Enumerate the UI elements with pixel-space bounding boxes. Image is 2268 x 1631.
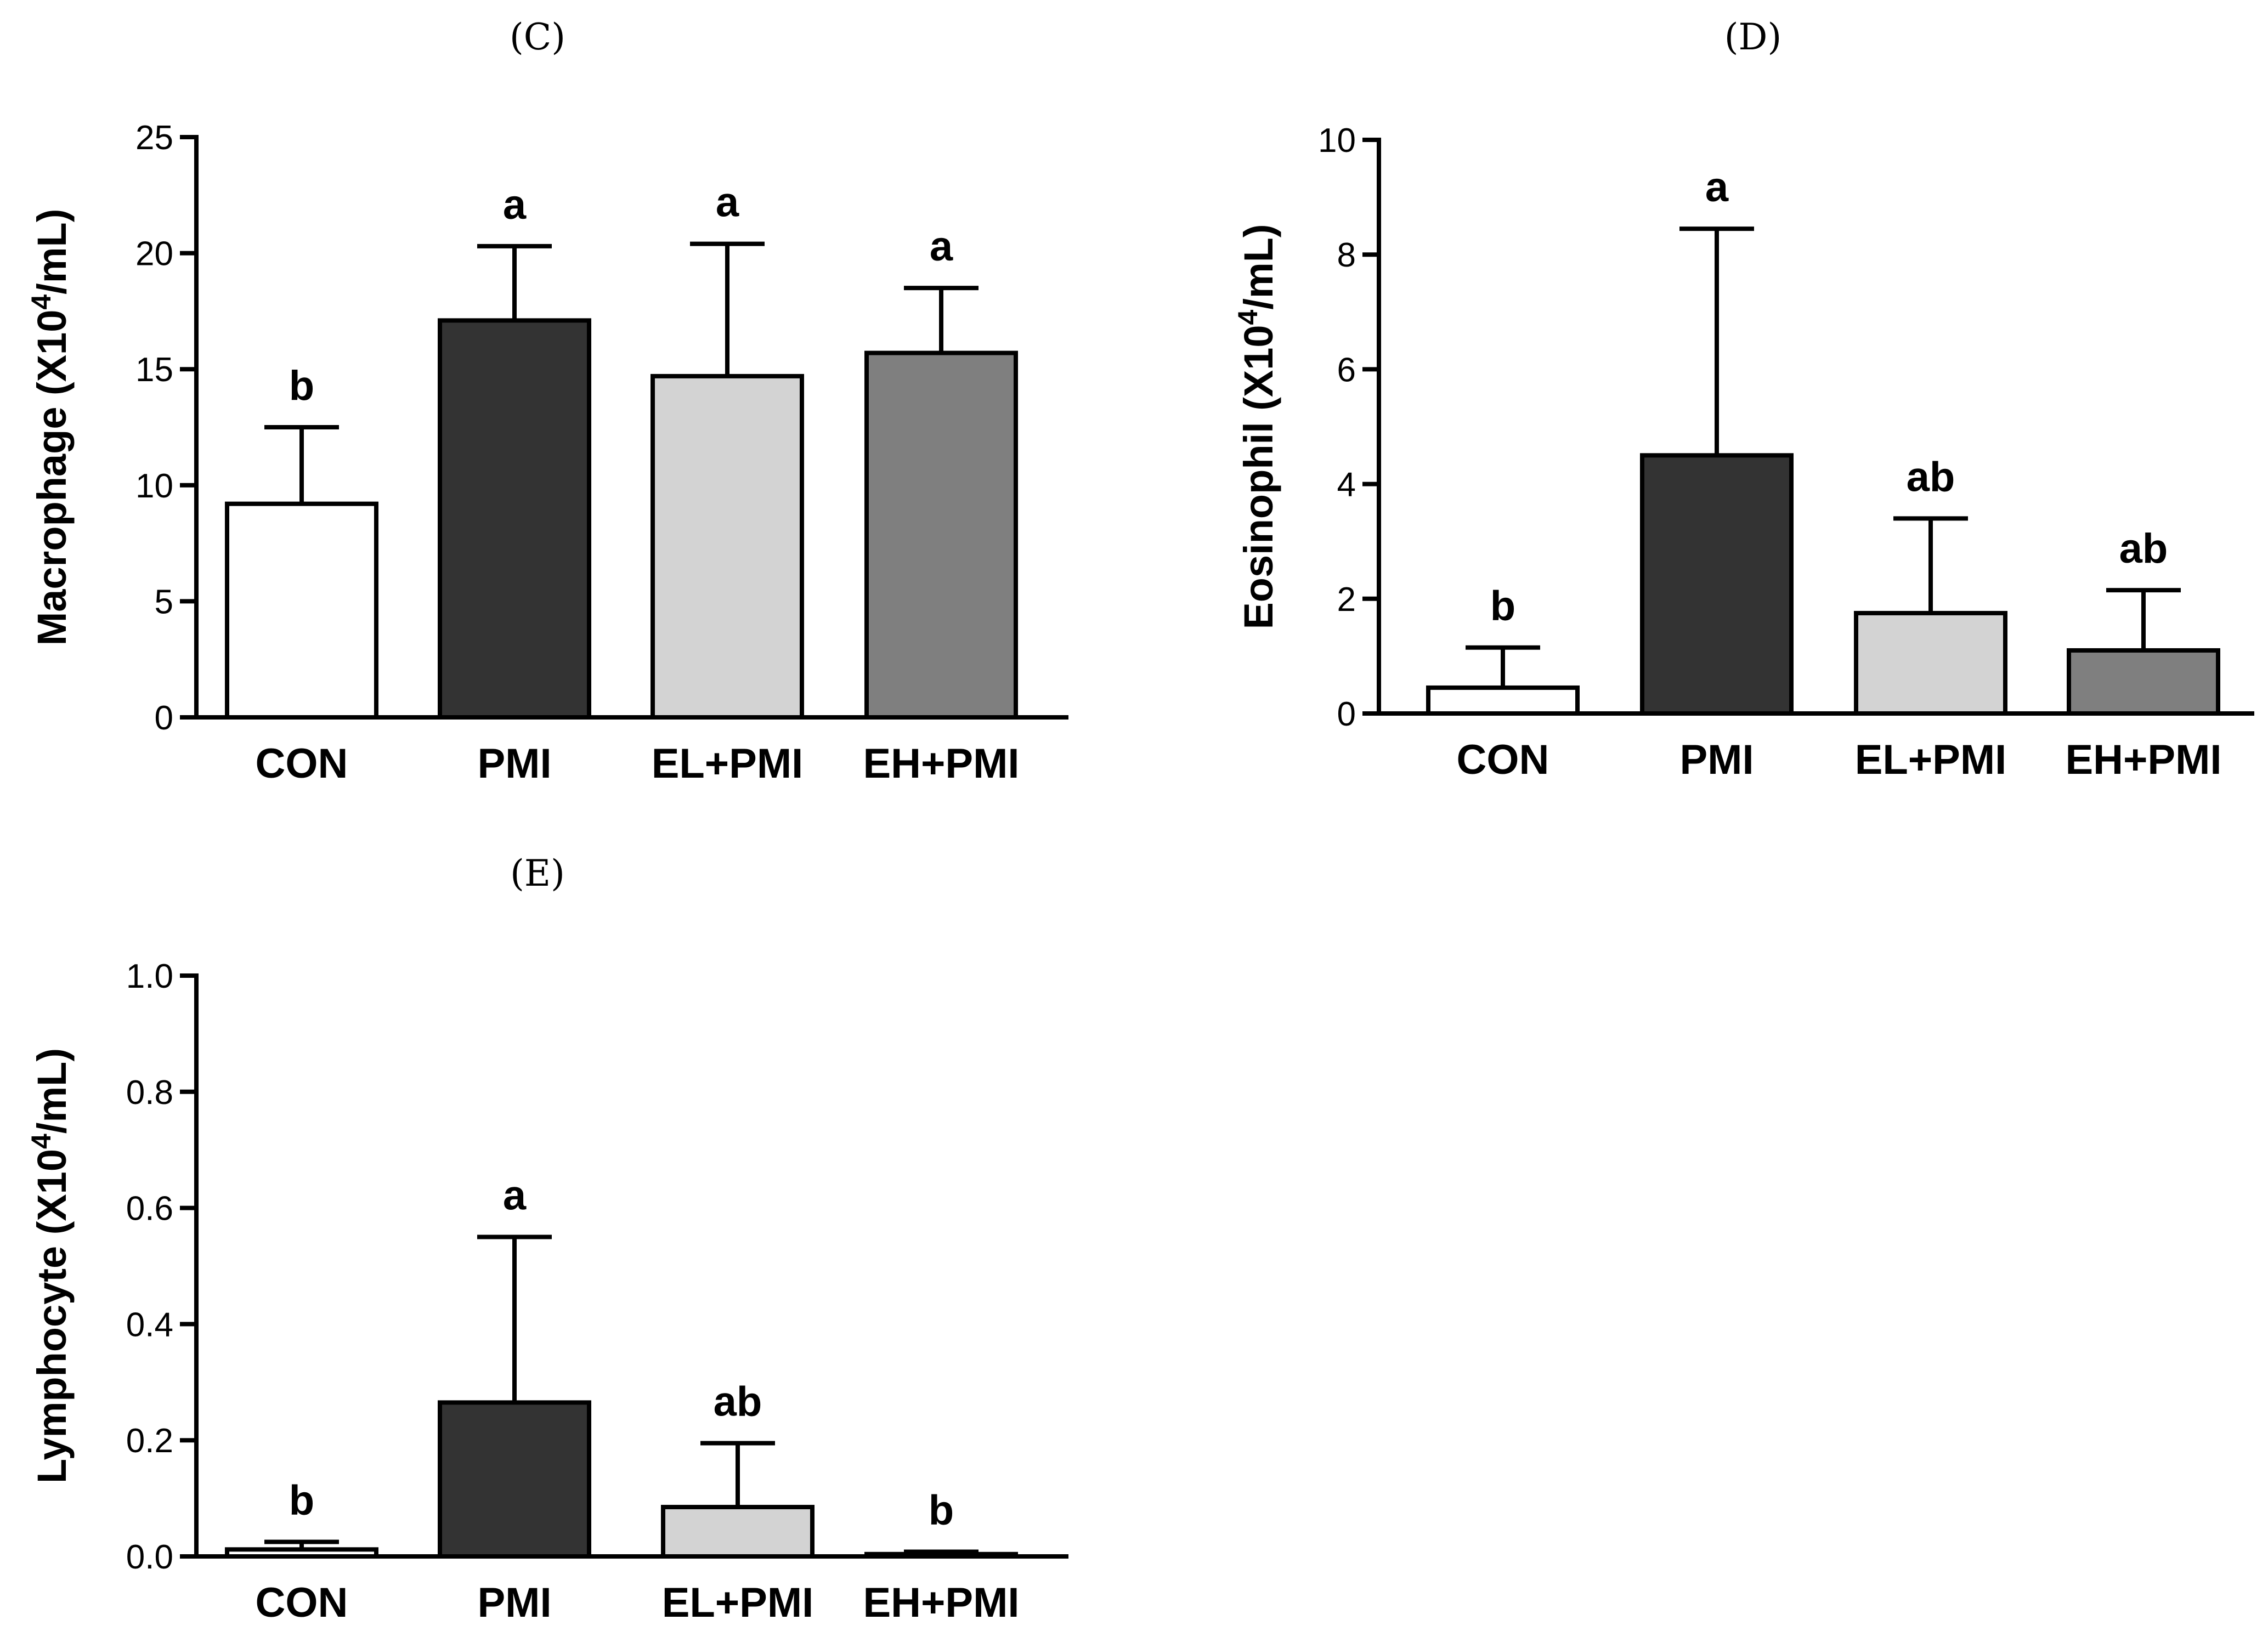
chart-panel-e: (E) Lymphocyte (X104/mL) 0.0 0.2 0.4 0.6 0.8 1.… (26, 852, 1068, 1626)
y-tick-label: 0.6 (126, 1190, 173, 1228)
y-tick-label: 6 (1337, 351, 1356, 389)
x-tick-label: PMI (477, 740, 551, 787)
y-axis-label-text: Lymphocyte (X10 (29, 1149, 75, 1483)
significance-label: b (289, 363, 314, 409)
chart-panel-d: (D)Eosinophil (X104/mL)0246810bCONaPMIab… (1232, 16, 2254, 783)
significance-label: ab (1907, 454, 1955, 500)
y-axis-label-text: Eosinophil (X10 (1236, 325, 1281, 629)
y-tick-label: 0.0 (126, 1538, 173, 1576)
bar-eh-pmi (864, 1551, 1018, 1559)
y-tick-label: 25 (135, 119, 173, 157)
bar-pmi (438, 1400, 591, 1559)
x-tick-label: EL+PMI (652, 740, 804, 787)
x-tick-label: CON (1457, 737, 1549, 783)
y-tick-label: 10 (135, 467, 173, 505)
x-tick-label: EL+PMI (1855, 737, 2007, 783)
x-tick-label: EH+PMI (863, 740, 1019, 787)
y-tick-label: 0.4 (126, 1306, 173, 1344)
x-tick-label: PMI (1679, 737, 1754, 783)
x-tick-label: EL+PMI (662, 1579, 814, 1626)
y-tick-label: 0.8 (126, 1074, 173, 1112)
bar-pmi (438, 318, 591, 720)
bar-el-pmi (1854, 610, 2007, 716)
x-tick-label: EH+PMI (2065, 737, 2221, 783)
panel-title: (C) (510, 16, 565, 58)
x-tick-label: EH+PMI (863, 1579, 1019, 1626)
panel-title: (D) (1724, 16, 1781, 58)
significance-label: a (930, 223, 953, 270)
significance-label: a (503, 1173, 527, 1219)
y-axis-label-text: Macrophage (X10 (29, 310, 75, 646)
y-axis-label-unit: /mL) (29, 209, 75, 295)
significance-label: a (503, 182, 527, 228)
bar-el-pmi (661, 1504, 815, 1559)
bar-eh-pmi (864, 350, 1018, 720)
x-tick-label: PMI (477, 1579, 551, 1626)
x-tick-label: CON (256, 740, 348, 787)
y-tick-label: 4 (1337, 466, 1356, 504)
y-axis-label-exponent: 4 (1232, 309, 1263, 325)
bar-eh-pmi (2067, 648, 2220, 716)
significance-label: b (1490, 583, 1515, 630)
chart-panel-c: (C) Macrophage (X104/mL) 0 5 10 15 20 25 b CON a PM… (26, 16, 1068, 787)
y-tick-label: 0 (1337, 695, 1356, 733)
significance-label: ab (714, 1378, 762, 1425)
significance-label: b (289, 1477, 314, 1524)
y-tick-label: 15 (135, 351, 173, 389)
y-axis-label: Macrophage (X104/mL) (26, 209, 75, 646)
panel-title: (E) (510, 852, 565, 894)
bar-con (225, 1547, 378, 1559)
y-axis-label-exponent: 4 (26, 295, 56, 310)
y-axis-label: Eosinophil (X104/mL) (1232, 224, 1281, 629)
significance-label: a (716, 179, 739, 226)
y-tick-label: 1.0 (126, 958, 173, 995)
bar-pmi (1640, 453, 1794, 716)
significance-label: b (929, 1487, 954, 1534)
y-tick-label: 20 (135, 235, 173, 273)
y-axis-label-unit: /mL) (29, 1048, 75, 1134)
x-tick-label: CON (256, 1579, 348, 1626)
significance-label: a (1705, 164, 1729, 211)
bar-con (1426, 685, 1580, 716)
y-axis-label-exponent: 4 (26, 1134, 56, 1149)
y-tick-label: 10 (1318, 122, 1356, 160)
y-tick-label: 5 (155, 583, 173, 621)
bar-con (225, 501, 378, 720)
y-tick-label: 0 (155, 699, 173, 737)
y-axis-label: Lymphocyte (X104/mL) (26, 1048, 75, 1483)
y-tick-label: 2 (1337, 581, 1356, 619)
y-tick-label: 0.2 (126, 1422, 173, 1460)
bar-el-pmi (651, 373, 804, 720)
y-axis-label-unit: /mL) (1236, 224, 1281, 309)
significance-label: ab (2119, 525, 2168, 572)
y-tick-label: 8 (1337, 236, 1356, 274)
